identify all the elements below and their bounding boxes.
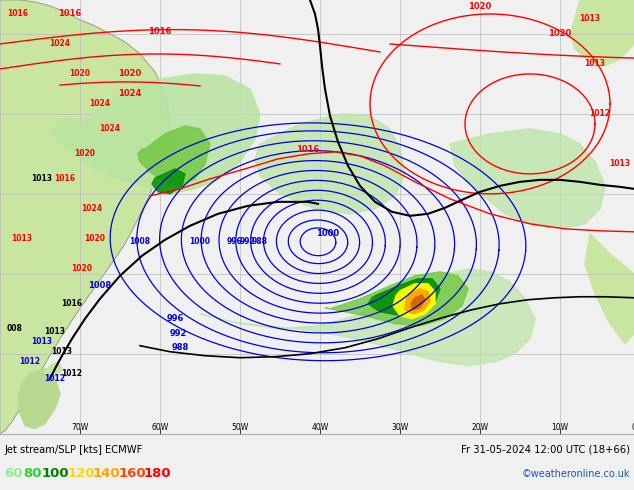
Text: 30W: 30W — [391, 423, 409, 432]
Text: 1012: 1012 — [20, 357, 41, 366]
Text: 1013: 1013 — [609, 159, 630, 169]
Text: 1013: 1013 — [32, 174, 53, 183]
Text: 988: 988 — [171, 343, 189, 352]
Text: 1013: 1013 — [44, 327, 65, 336]
Text: 1020: 1020 — [84, 234, 105, 244]
Text: 1000: 1000 — [189, 237, 210, 246]
Polygon shape — [200, 269, 535, 366]
Text: 20W: 20W — [472, 423, 489, 432]
Polygon shape — [325, 272, 468, 326]
Text: 120: 120 — [67, 467, 95, 480]
Text: ©weatheronline.co.uk: ©weatheronline.co.uk — [522, 469, 630, 479]
Polygon shape — [585, 234, 634, 343]
Polygon shape — [0, 0, 170, 434]
Polygon shape — [393, 284, 435, 318]
Text: 60W: 60W — [152, 423, 169, 432]
Polygon shape — [18, 368, 60, 429]
Text: 1013: 1013 — [585, 59, 605, 69]
Text: 1008: 1008 — [88, 281, 112, 290]
Text: 1016: 1016 — [8, 9, 29, 19]
Polygon shape — [368, 279, 440, 316]
Text: 1008: 1008 — [129, 237, 150, 246]
Text: 988: 988 — [252, 237, 268, 246]
Text: 1024: 1024 — [119, 89, 141, 98]
Polygon shape — [152, 169, 185, 194]
Text: 40W: 40W — [311, 423, 328, 432]
Text: 992: 992 — [239, 237, 255, 246]
Text: 160: 160 — [119, 467, 146, 480]
Text: 1020: 1020 — [119, 69, 141, 78]
Text: 1012: 1012 — [61, 369, 82, 378]
Text: 992: 992 — [169, 329, 186, 338]
Text: Fr 31-05-2024 12:00 UTC (18+66): Fr 31-05-2024 12:00 UTC (18+66) — [461, 445, 630, 455]
Text: 1024: 1024 — [49, 40, 70, 49]
Text: 180: 180 — [144, 467, 172, 480]
Polygon shape — [450, 129, 605, 229]
Text: 1016: 1016 — [55, 174, 75, 183]
Polygon shape — [138, 126, 210, 186]
Polygon shape — [255, 114, 405, 214]
Text: 1020: 1020 — [469, 2, 491, 11]
Text: 1012: 1012 — [590, 109, 611, 119]
Text: 1020: 1020 — [548, 29, 572, 38]
Text: 140: 140 — [93, 467, 120, 480]
Text: 996: 996 — [166, 314, 184, 323]
Text: 1016: 1016 — [61, 299, 82, 308]
Text: 1016: 1016 — [58, 9, 82, 18]
Text: 80: 80 — [23, 467, 41, 480]
Text: 1000: 1000 — [316, 229, 340, 238]
Text: 50W: 50W — [231, 423, 249, 432]
Text: 1024: 1024 — [89, 99, 110, 108]
Text: 1013: 1013 — [51, 347, 72, 356]
Polygon shape — [44, 362, 62, 379]
Text: 1016: 1016 — [296, 145, 320, 154]
Text: 008: 008 — [7, 324, 23, 333]
Text: 1013: 1013 — [579, 15, 600, 24]
Text: 70W: 70W — [72, 423, 89, 432]
Text: 1024: 1024 — [100, 124, 120, 133]
Text: 1013: 1013 — [32, 337, 53, 346]
Text: 1020: 1020 — [75, 149, 96, 158]
Text: 0: 0 — [631, 423, 634, 432]
Text: 1016: 1016 — [148, 27, 172, 36]
Polygon shape — [570, 0, 634, 66]
Text: 60: 60 — [4, 467, 22, 480]
Polygon shape — [411, 295, 425, 310]
Text: 996: 996 — [226, 237, 242, 246]
Text: 1024: 1024 — [82, 204, 103, 213]
Polygon shape — [50, 74, 260, 194]
Text: 10W: 10W — [552, 423, 569, 432]
Polygon shape — [405, 289, 430, 314]
Text: 100: 100 — [42, 467, 70, 480]
Text: 1020: 1020 — [72, 264, 93, 273]
Text: 1013: 1013 — [11, 234, 32, 244]
Text: 1012: 1012 — [44, 374, 65, 383]
Text: 1020: 1020 — [70, 70, 91, 78]
Text: Jet stream/SLP [kts] ECMWF: Jet stream/SLP [kts] ECMWF — [4, 445, 143, 455]
